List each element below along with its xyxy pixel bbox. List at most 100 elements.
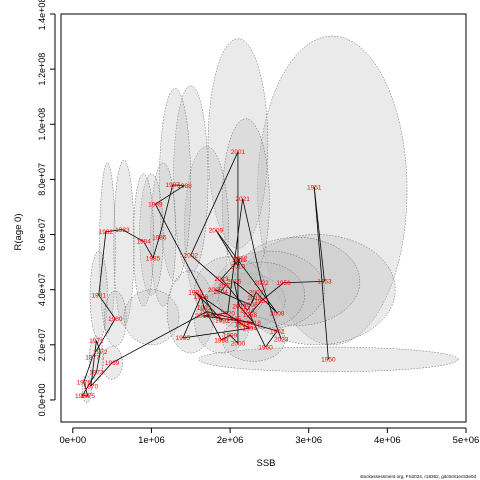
trajectory-segment (83, 357, 93, 383)
trajectory-lines (81, 151, 329, 397)
point-label-1962: 1962 (270, 328, 285, 335)
point-label-1971: 1971 (89, 338, 104, 345)
point-label-1976: 1976 (77, 379, 92, 386)
point-label-2020: 2020 (220, 310, 235, 317)
point-label-1990: 1990 (207, 313, 222, 320)
trajectory-segment (261, 282, 284, 302)
point-label-1992: 1992 (188, 290, 203, 297)
y-tick-label: 4.0e+07 (37, 273, 47, 306)
x-tick-label: 0e+00 (59, 435, 86, 446)
point-label-2013: 2013 (214, 276, 229, 283)
trajectory-segment (96, 340, 101, 352)
confidence-ellipse (133, 173, 155, 307)
point-label-1998: 1998 (214, 337, 229, 344)
trajectory-segment (152, 237, 160, 259)
trajectory-segment (233, 281, 240, 307)
point-label-1958: 1958 (243, 312, 258, 319)
point-label-2009: 2009 (209, 227, 224, 234)
confidence-ellipse (113, 159, 135, 326)
trajectory-segment (249, 314, 266, 348)
point-label-2016: 2016 (227, 279, 242, 286)
trajectory-segment (190, 254, 226, 286)
point-label-1986: 1986 (152, 235, 167, 242)
confidence-ellipse (139, 173, 164, 296)
y-tick-label: 1.0e+08 (37, 108, 47, 141)
x-tick-label: 3e+06 (295, 435, 322, 446)
point-label-1995: 1995 (176, 335, 191, 342)
point-label-2023: 2023 (274, 337, 289, 344)
trajectory-segment (203, 307, 222, 341)
trajectory-segment (202, 312, 228, 317)
x-tick-label: 2e+06 (217, 435, 244, 446)
point-label-2010: 2010 (231, 264, 246, 271)
point-label-1977: 1977 (85, 355, 100, 362)
trajectory-segment (241, 323, 250, 329)
trajectory-segment (239, 305, 254, 324)
point-label-1969: 1969 (105, 360, 120, 367)
trajectory-segment (155, 185, 185, 205)
trajectory-segment (155, 204, 215, 317)
confidence-ellipse (218, 261, 306, 329)
point-label-1981: 1981 (92, 292, 107, 299)
point-label-1985: 1985 (146, 255, 161, 262)
point-label-1960: 1960 (258, 344, 273, 351)
trajectory-segment (195, 292, 243, 325)
trajectory-segment (195, 292, 223, 321)
trajectory-segment (249, 300, 262, 315)
trajectory-segment (172, 184, 185, 186)
point-label-1970: 1970 (84, 383, 99, 390)
confidence-ellipse (184, 146, 229, 312)
plot-frame (60, 13, 467, 423)
point-label-2022: 2022 (254, 280, 269, 287)
trajectory-segment (81, 372, 97, 397)
trajectory-segment (202, 315, 254, 324)
point-label-1957: 1957 (254, 298, 269, 305)
trajectory-segment (98, 231, 107, 296)
trajectory-segment (221, 334, 231, 341)
point-label-1999: 1999 (223, 332, 238, 339)
trajectory-segment (233, 281, 255, 299)
point-label-1993: 1993 (235, 321, 250, 328)
y-tick-label: 0.0e+00 (37, 384, 47, 417)
point-label-2005: 2005 (208, 287, 223, 294)
point-label-1974: 1974 (75, 393, 90, 400)
y-tick-label: 8.0e+07 (37, 163, 47, 196)
point-label-1989: 1989 (148, 202, 163, 209)
trajectory-segment (83, 381, 89, 396)
point-label-1967: 1967 (199, 309, 214, 316)
credit-text: stockassessment.org, FS2024, r18362, git… (360, 474, 476, 479)
point-label-2003: 2003 (218, 283, 233, 290)
point-label-2019: 2019 (195, 313, 210, 320)
y-tick-label: 1.2e+08 (37, 53, 47, 86)
confidence-ellipse (257, 35, 408, 346)
point-label-1973: 1973 (89, 370, 104, 377)
y-tick-label: 2.0e+07 (37, 328, 47, 361)
trajectory-segment (122, 229, 144, 242)
point-labels: 1950 1951 1953 1956 1957 1958 1960 1962 1965 1967… (75, 149, 336, 400)
trajectory-segment (158, 184, 174, 238)
point-label-1965: 1965 (227, 316, 242, 323)
trajectory-segment (206, 311, 235, 320)
confidence-ellipse (207, 38, 269, 249)
point-label-2011: 2011 (233, 257, 247, 264)
point-label-1996: 1996 (194, 294, 209, 301)
x-tick-label: 1e+06 (138, 435, 165, 446)
point-label-2007: 2007 (249, 290, 264, 297)
trajectory-segment (265, 330, 278, 348)
point-label-1988: 1988 (177, 183, 192, 190)
trajectory-segment (221, 257, 241, 279)
trajectory-segment (227, 198, 244, 314)
trajectory-segment (229, 334, 239, 344)
point-label-2002: 2002 (184, 253, 199, 260)
point-label-1950: 1950 (321, 357, 336, 364)
trajectory-segment (182, 296, 202, 339)
x-axis-label: SSB (256, 458, 275, 469)
point-label-1956: 1956 (276, 280, 291, 287)
trajectory-segment (90, 362, 113, 387)
trajectory-segment (237, 259, 240, 267)
trajectory-segment (283, 281, 325, 284)
point-label-2004: 2004 (213, 289, 228, 296)
trajectory-segment (214, 289, 251, 306)
x-tick-label: 5e+06 (453, 435, 480, 446)
point-label-1987: 1987 (165, 182, 180, 189)
